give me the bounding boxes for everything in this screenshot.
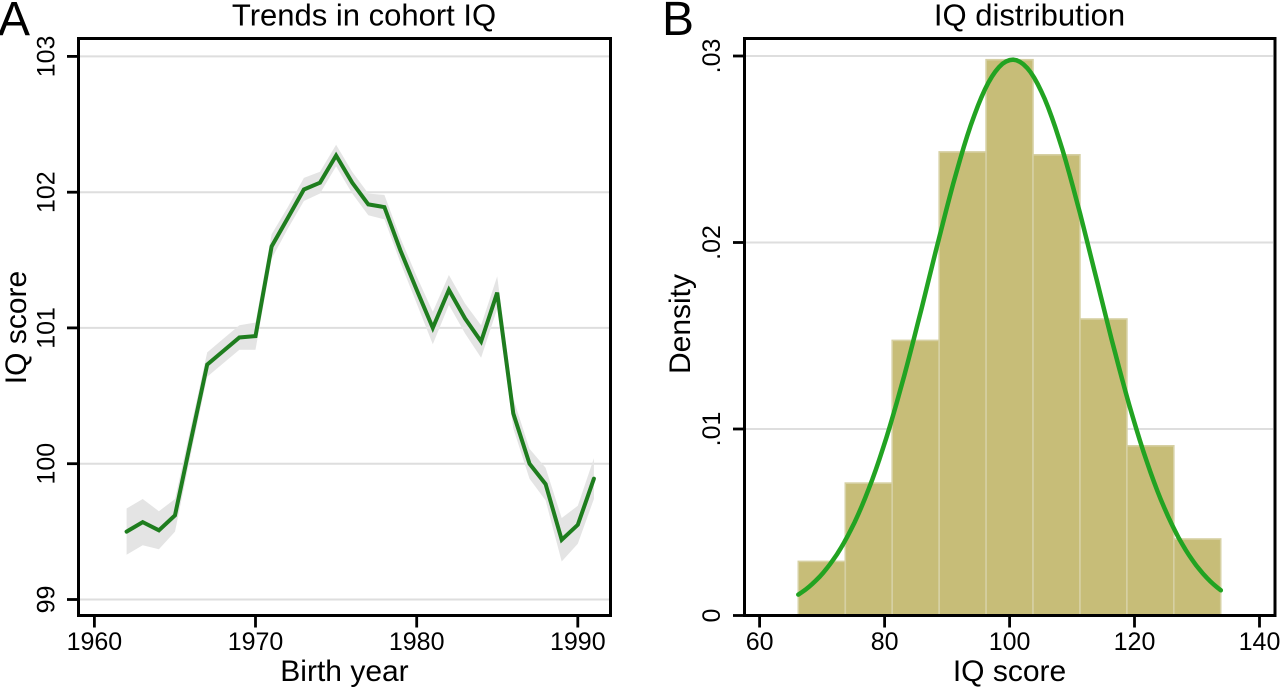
svg-text:103: 103 [33, 36, 61, 78]
svg-text:102: 102 [33, 171, 61, 213]
svg-text:1980: 1980 [389, 628, 445, 656]
svg-text:1960: 1960 [67, 628, 123, 656]
svg-text:120: 120 [1114, 628, 1156, 656]
svg-text:IQ score: IQ score [953, 655, 1066, 688]
svg-text:Birth year: Birth year [280, 655, 408, 688]
svg-text:101: 101 [33, 307, 61, 349]
svg-text:100: 100 [989, 628, 1031, 656]
svg-text:99: 99 [33, 586, 61, 614]
svg-text:80: 80 [871, 628, 899, 656]
svg-text:140: 140 [1239, 628, 1280, 656]
svg-text:IQ score: IQ score [0, 271, 33, 384]
svg-text:60: 60 [746, 628, 774, 656]
svg-text:Trends in cohort IQ: Trends in cohort IQ [232, 0, 496, 33]
svg-text:1970: 1970 [228, 628, 284, 656]
svg-text:1990: 1990 [550, 628, 606, 656]
svg-text:.03: .03 [698, 39, 726, 74]
svg-text:IQ distribution: IQ distribution [934, 0, 1125, 33]
svg-text:A: A [0, 0, 30, 46]
svg-text:.01: .01 [698, 412, 726, 447]
svg-text:100: 100 [33, 443, 61, 485]
svg-text:B: B [662, 0, 694, 46]
svg-text:0: 0 [698, 609, 726, 623]
svg-text:Density: Density [664, 274, 697, 374]
svg-text:.02: .02 [698, 225, 726, 260]
